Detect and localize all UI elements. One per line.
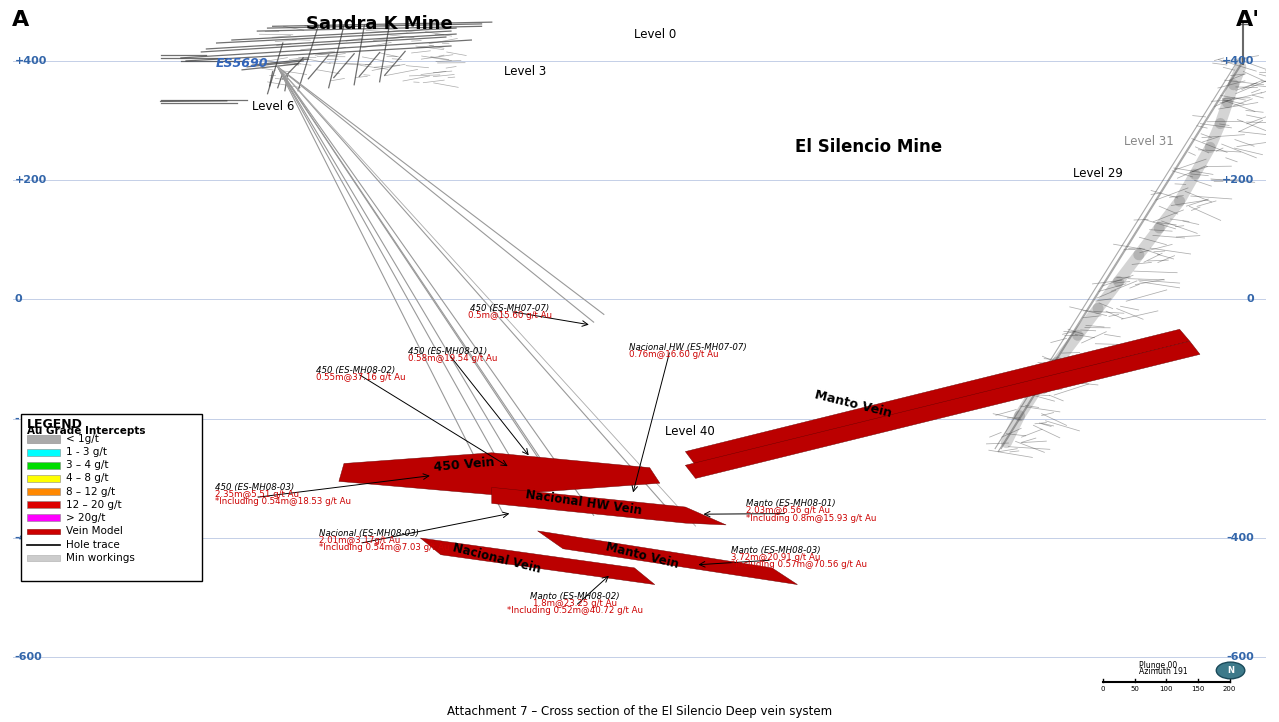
Bar bbox=[27, 475, 60, 482]
Text: 450 (ES-MH08-01): 450 (ES-MH08-01) bbox=[408, 347, 487, 356]
Text: 8 – 12 g/t: 8 – 12 g/t bbox=[65, 487, 115, 497]
Text: > 20g/t: > 20g/t bbox=[65, 513, 105, 523]
Text: *Including 0.54m@18.53 g/t Au: *Including 0.54m@18.53 g/t Au bbox=[215, 497, 350, 507]
Text: A': A' bbox=[1236, 10, 1260, 30]
Bar bbox=[27, 461, 60, 469]
Text: Level 40: Level 40 bbox=[665, 425, 715, 438]
Text: 2.01m@3.17g/t Au: 2.01m@3.17g/t Au bbox=[318, 536, 400, 545]
Text: -600: -600 bbox=[1227, 653, 1253, 662]
Text: 2.35m@5.51 g/t Au: 2.35m@5.51 g/t Au bbox=[215, 490, 298, 500]
Polygon shape bbox=[537, 531, 797, 585]
Text: 100: 100 bbox=[1160, 686, 1173, 692]
Text: Manto (ES-MH08-02): Manto (ES-MH08-02) bbox=[531, 592, 620, 601]
Text: Plunge 00: Plunge 00 bbox=[1138, 661, 1177, 671]
Text: 2.03m@6.56 g/t Au: 2.03m@6.56 g/t Au bbox=[747, 506, 830, 516]
Bar bbox=[27, 501, 60, 508]
Text: +400: +400 bbox=[1221, 56, 1253, 66]
Text: Level 6: Level 6 bbox=[252, 100, 294, 113]
Polygon shape bbox=[421, 538, 655, 585]
Text: +200: +200 bbox=[15, 175, 47, 185]
Text: *Including 0.54m@7.03 g/t Au: *Including 0.54m@7.03 g/t Au bbox=[318, 544, 449, 552]
Text: +400: +400 bbox=[15, 56, 47, 66]
Text: Min workings: Min workings bbox=[65, 553, 134, 562]
Text: 1.8m@23.25 g/t Au: 1.8m@23.25 g/t Au bbox=[533, 599, 618, 608]
Text: Azimuth 191: Azimuth 191 bbox=[1138, 667, 1187, 677]
Text: El Silencio Mine: El Silencio Mine bbox=[796, 139, 943, 157]
Text: 450 Vein: 450 Vein bbox=[434, 456, 495, 474]
Bar bbox=[27, 529, 60, 534]
Text: Vein Model: Vein Model bbox=[65, 526, 123, 536]
Text: Au Grade Intercepts: Au Grade Intercepts bbox=[27, 426, 146, 436]
Text: -600: -600 bbox=[15, 653, 42, 662]
Text: 4 – 8 g/t: 4 – 8 g/t bbox=[65, 474, 109, 484]
Polygon shape bbox=[491, 487, 726, 525]
Bar bbox=[27, 435, 60, 443]
Text: Hole trace: Hole trace bbox=[65, 539, 119, 549]
Text: 0: 0 bbox=[1101, 686, 1105, 692]
Text: 450 (ES-MH07-07): 450 (ES-MH07-07) bbox=[471, 304, 550, 313]
Text: +200: +200 bbox=[1221, 175, 1253, 185]
Bar bbox=[27, 488, 60, 495]
Text: 3.72m@20.91 g/t Au: 3.72m@20.91 g/t Au bbox=[732, 553, 821, 562]
Text: 0: 0 bbox=[1246, 295, 1253, 305]
Text: 450 (ES-MH08-02): 450 (ES-MH08-02) bbox=[316, 366, 395, 375]
Text: 1 - 3 g/t: 1 - 3 g/t bbox=[65, 447, 106, 457]
Text: 0.58m@19.54 g/t Au: 0.58m@19.54 g/t Au bbox=[408, 355, 498, 363]
Text: *Including 0.57m@70.56 g/t Au: *Including 0.57m@70.56 g/t Au bbox=[732, 560, 867, 569]
Polygon shape bbox=[686, 342, 1200, 479]
Text: LEGEND: LEGEND bbox=[27, 417, 83, 430]
Text: 0.55m@37.16 g/t Au: 0.55m@37.16 g/t Au bbox=[316, 373, 405, 383]
Text: Nacional (ES-MH08-03): Nacional (ES-MH08-03) bbox=[318, 529, 418, 538]
Text: 50: 50 bbox=[1131, 686, 1140, 692]
Text: Level 31: Level 31 bbox=[1123, 135, 1173, 148]
Text: Attachment 7 – Cross section of the El Silencio Deep vein system: Attachment 7 – Cross section of the El S… bbox=[446, 705, 833, 718]
Text: Level 0: Level 0 bbox=[634, 27, 677, 40]
Text: Manto Vein: Manto Vein bbox=[813, 388, 894, 419]
Text: 150: 150 bbox=[1191, 686, 1205, 692]
Bar bbox=[27, 448, 60, 456]
Text: 200: 200 bbox=[1223, 686, 1237, 692]
Bar bbox=[27, 514, 60, 521]
Text: Nacional HW Vein: Nacional HW Vein bbox=[524, 487, 642, 517]
Text: -400: -400 bbox=[1227, 533, 1253, 543]
Polygon shape bbox=[686, 329, 1189, 465]
Text: ES5690: ES5690 bbox=[216, 57, 269, 70]
Text: Level 3: Level 3 bbox=[504, 64, 546, 77]
Text: N: N bbox=[1227, 666, 1234, 675]
Text: < 1g/t: < 1g/t bbox=[65, 434, 98, 444]
Text: -400: -400 bbox=[15, 533, 42, 543]
Text: A: A bbox=[13, 10, 29, 30]
Text: 0: 0 bbox=[15, 295, 23, 305]
Text: 3 – 4 g/t: 3 – 4 g/t bbox=[65, 461, 109, 470]
Text: 450 (ES-MH08-03): 450 (ES-MH08-03) bbox=[215, 483, 294, 492]
Text: Nacional HW (ES-MH07-07): Nacional HW (ES-MH07-07) bbox=[629, 343, 747, 352]
Text: Manto (ES-MH08-01): Manto (ES-MH08-01) bbox=[747, 500, 836, 508]
Text: Manto Vein: Manto Vein bbox=[605, 541, 680, 571]
Text: Nacional Vein: Nacional Vein bbox=[451, 542, 542, 576]
Text: 12 – 20 g/t: 12 – 20 g/t bbox=[65, 500, 122, 510]
Text: 0.76m@16.60 g/t Au: 0.76m@16.60 g/t Au bbox=[629, 350, 719, 359]
Circle shape bbox=[1216, 662, 1244, 679]
Text: Sandra K Mine: Sandra K Mine bbox=[306, 15, 453, 33]
Text: *Including 0.52m@40.72 g/t Au: *Including 0.52m@40.72 g/t Au bbox=[508, 606, 643, 615]
Text: *Including 0.8m@15.93 g/t Au: *Including 0.8m@15.93 g/t Au bbox=[747, 513, 877, 523]
Polygon shape bbox=[339, 453, 660, 495]
Bar bbox=[27, 554, 60, 561]
Text: - 200: - 200 bbox=[15, 414, 46, 424]
FancyBboxPatch shape bbox=[20, 414, 202, 581]
Text: Level 29: Level 29 bbox=[1073, 167, 1123, 180]
Text: 0.5m@15.60 g/t Au: 0.5m@15.60 g/t Au bbox=[468, 311, 553, 321]
Text: Manto (ES-MH08-03): Manto (ES-MH08-03) bbox=[732, 546, 821, 554]
